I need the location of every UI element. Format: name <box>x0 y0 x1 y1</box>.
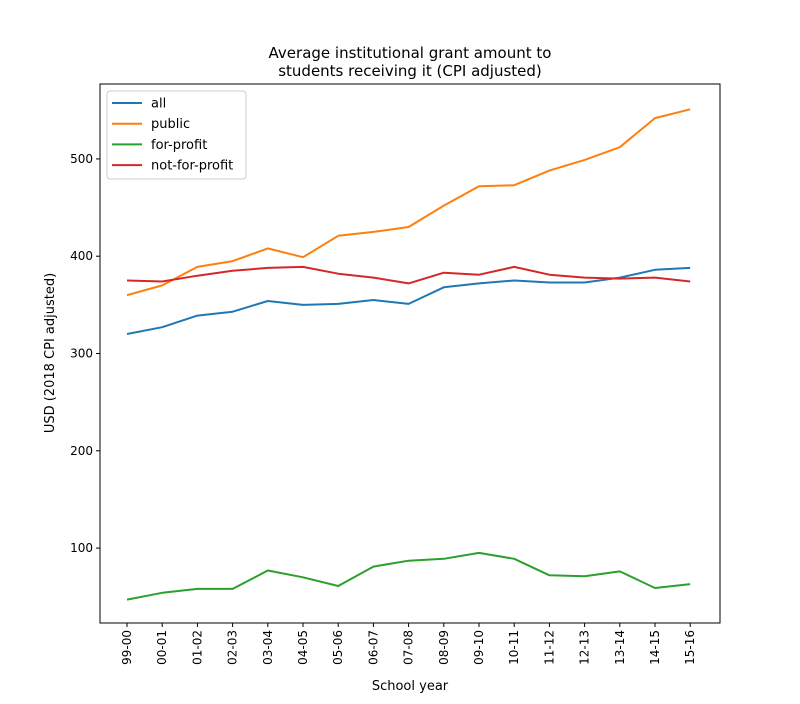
x-tick-label: 12-13 <box>578 630 592 665</box>
series-lines <box>126 108 691 601</box>
x-tick-label: 00-01 <box>155 630 169 665</box>
x-tick-label: 11-12 <box>542 630 556 665</box>
y-tick-label: 200 <box>70 444 93 458</box>
x-tick-label: 15-16 <box>683 630 697 665</box>
axis-ticks: 100 200 300 400 500 99-00 00-01 01-02 02-03 03-04… <box>70 152 697 665</box>
x-tick-label: 14-15 <box>648 630 662 665</box>
x-tick-label: 09-10 <box>472 630 486 665</box>
x-tick-label: 06-07 <box>366 630 380 665</box>
y-tick-label: 400 <box>70 249 93 263</box>
legend: all public for-profit not-for-profit <box>106 90 247 180</box>
y-tick-label: 300 <box>70 347 93 361</box>
legend-label-public: public <box>151 117 190 132</box>
legend-label-for-profit: for-profit <box>151 138 207 153</box>
chart-title-line-2: students receiving it (CPI adjusted) <box>278 62 542 80</box>
x-tick-label: 03-04 <box>261 630 275 665</box>
x-tick-label: 07-08 <box>402 630 416 665</box>
x-tick-label: 99-00 <box>120 630 134 665</box>
plot-frame <box>99 83 721 624</box>
x-tick-label: 01-02 <box>190 630 204 665</box>
series-line-public <box>126 108 691 297</box>
y-axis-label: USD (2018 CPI adjusted) <box>43 273 58 433</box>
x-tick-label: 08-09 <box>437 630 451 665</box>
series-line-for-profit <box>126 551 691 601</box>
legend-label-not-for-profit: not-for-profit <box>151 159 233 174</box>
y-tick-label: 500 <box>70 152 93 166</box>
legend-label-all: all <box>151 97 166 112</box>
series-line-all <box>126 266 691 335</box>
x-tick-label: 05-06 <box>331 630 345 665</box>
x-tick-label: 10-11 <box>507 630 521 665</box>
legend-box <box>106 90 247 180</box>
x-axis-label: School year <box>372 679 449 694</box>
x-tick-label: 13-14 <box>613 630 627 665</box>
series-line-not-for-profit <box>126 265 691 285</box>
y-tick-label: 100 <box>70 541 93 555</box>
chart-title-line-1: Average institutional grant amount to <box>269 44 552 62</box>
x-tick-label: 04-05 <box>296 630 310 665</box>
x-tick-label: 02-03 <box>226 630 240 665</box>
